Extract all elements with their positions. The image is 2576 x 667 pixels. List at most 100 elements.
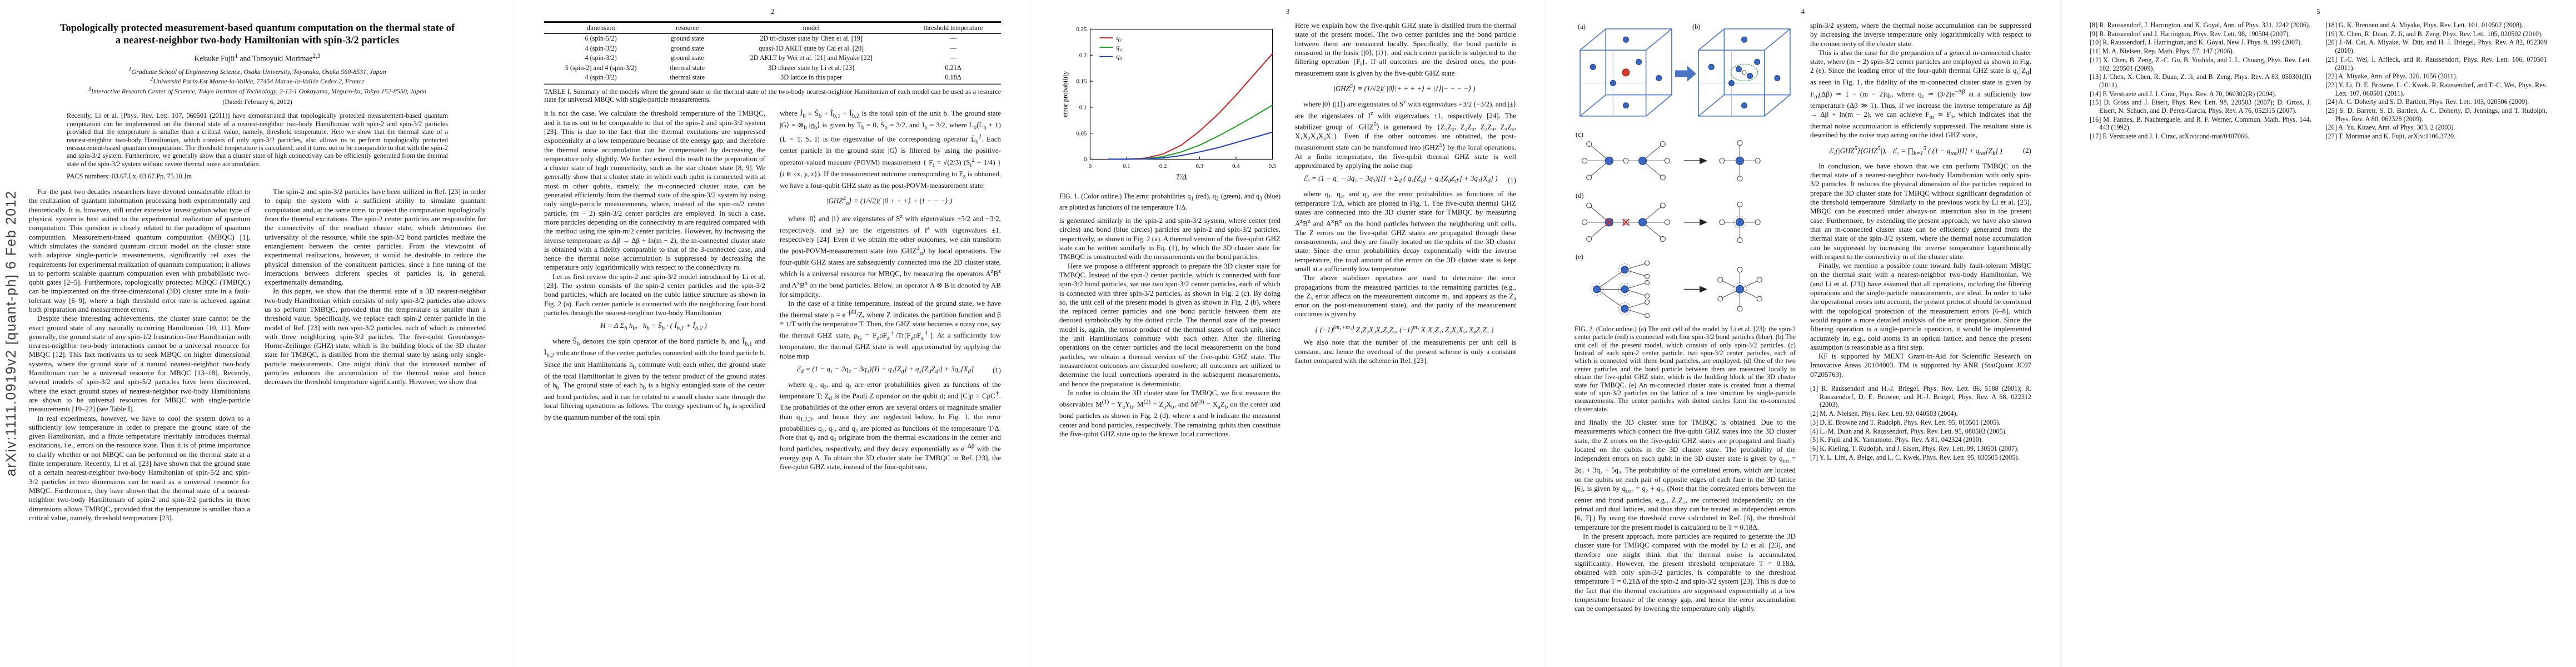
table-row: 4 (spin-3/2) ground state 2D AKLT by Wei e… [585, 54, 957, 62]
paragraph: Despite these interesting achievements, … [29, 314, 250, 414]
page2-column-1: it is not the case. We calculate the thr… [544, 109, 765, 646]
reference-entry: [9] R. Raussendorf and J. Harrington, Ph… [2090, 29, 2290, 38]
paragraph: In real experiments, however, we have to… [29, 414, 250, 522]
paragraph: In this paper, we show that the thermal … [265, 287, 486, 386]
equation: H = Δ Σb hb, hb = S̃b · ( Ĩb,1 + Ĩb,2 … [600, 321, 707, 332]
arrow-icon [1675, 66, 1697, 82]
reference-entry: [2] M. A. Nielsen, Phys. Rev. Lett. 93, … [1810, 410, 1958, 418]
reference-entry: [8] R. Raussendorf, J. Harrington, and K… [2090, 21, 2311, 29]
reference-entry: [25] S. D. Barrett, S. D. Bartlett, A. C… [2325, 107, 2548, 123]
paragraph: In order to obtain the 3D cluster state … [1059, 388, 1280, 438]
legend-label: q₃ [1117, 53, 1122, 61]
paragraph: For the past two decades researchers hav… [29, 187, 250, 313]
reference-entry: [22] A. Miyake, Ann. of Phys. 326, 1656 … [2325, 72, 2458, 81]
abstract: Recently, Li et al. [Phys. Rev. Lett. 10… [67, 112, 448, 168]
paragraph: Let us first review the spin-2 and spin-… [544, 272, 765, 317]
paragraph: We also note that the number of the meas… [1295, 338, 1516, 365]
fig2-row-d [1582, 201, 1761, 243]
column-header: threshold temperature [905, 22, 1001, 34]
page-number: 5 [2316, 8, 2320, 16]
page-3: 3 0 0.1 0.2 0.3 0.4 0.5 0 0.05 0.1 0.15 0.2 0.25 q₁ q… [1030, 0, 1546, 667]
column-header: dimension [544, 22, 658, 34]
dated-line: (Dated: February 6, 2012) [222, 98, 292, 106]
fig2-row-c [1582, 140, 1761, 182]
paragraph: where J̃b ≡ S̃b + Ĩb,1 + Ĩb,2 is the t… [780, 109, 1001, 190]
page1-column-2: The spin-2 and spin-3/2 particles have b… [265, 187, 486, 646]
fig2-caption: FIG. 2. (Color online.) (a) The unit cel… [1575, 325, 1796, 413]
page-number: 3 [1285, 8, 1290, 16]
paragraph: where q₁, q₂, and q₃ are error probabili… [780, 380, 1001, 471]
page-number: 2 [770, 8, 775, 16]
references-start: [1] R. Raussendorf and H.-J. Briegel, Ph… [1810, 385, 2031, 461]
paragraph: where S̃b denotes the spin operator of t… [544, 337, 765, 422]
x-tick-label: 0.2 [1159, 163, 1167, 170]
reference-entry: [20] J.-M. Cai, A. Miyake, W. Dür, and H… [2325, 38, 2548, 55]
plot-frame [1089, 28, 1273, 160]
reference-entry: [26] A. Yu. Kitaev, Ann. of Phys. 303, 2… [2325, 123, 2455, 132]
reference-entry: [11] M. A. Nielsen, Rep. Math. Phys. 57,… [2090, 47, 2234, 56]
fig2-graphic [1580, 28, 1791, 318]
reference-entry: [21] T.-C. Wei, I. Affleck, and R. Rauss… [2325, 55, 2548, 72]
equation: |GHZ5⟩ ≡ (1/√2)( |0⟩|+ + + +⟩ + |1⟩|− − … [1333, 83, 1476, 93]
reference-entry: [7] Y. L. Lim, A. Beige, and L. C. Kwek,… [1810, 453, 2020, 461]
reference-entry: [24] A. C. Doherty and S. D. Bartlett, P… [2325, 98, 2529, 106]
paragraph: The above stabilizer operators are used … [1295, 273, 1516, 318]
affiliation-2: 2Université Paris-Est Marne-la-Vallée, 7… [150, 76, 365, 86]
page4-column-1: (a) (b) (c) (d) (e) FIG. 2. (Color onlin… [1575, 21, 1796, 646]
page5-column-1: [8] R. Raussendorf, J. Harrington, and K… [2090, 21, 2311, 646]
reference-entry: [19] X. Chen, R. Duan, Z. Ji, and B. Zen… [2325, 29, 2543, 38]
x-tick-label: 0.3 [1196, 163, 1204, 170]
table-row: 5 (spin-2) and 4 (spin-3/2) thermal state… [565, 63, 961, 72]
reference-entry: [14] F. Verstraete and J. I. Cirac, Phys… [2090, 89, 2276, 98]
paragraph: KF is supported by MEXT Grant-in-Aid for… [1810, 352, 2031, 379]
fig2-row-e [1590, 260, 1762, 318]
reference-entry: [15] D. Gross and J. Eisert, Phys. Rev. … [2090, 98, 2311, 115]
fig2-label-e: (e) [1576, 253, 1583, 261]
affiliation-3: 3Interactive Research Center of Science,… [88, 86, 427, 95]
paragraph: it is not the case. We calculate the thr… [544, 109, 765, 272]
page-5: 5 [8] R. Raussendorf, J. Harrington, and… [2061, 0, 2576, 667]
page-4: 4 [1546, 0, 2061, 667]
paragraph: In the present approach, more particles … [1575, 531, 1796, 613]
paragraph: where |0⟩ (|1⟩) are eigenstates of Sz wi… [1295, 98, 1516, 170]
paragraph: spin-3/2 system, where the thermal noise… [1810, 21, 2031, 48]
y-tick-label: 0 [1084, 156, 1087, 163]
paragraph: In conclusion, we have shown that we can… [1810, 161, 2031, 261]
equation: { (−1)(m₁+m₂) Z₁Z₂X₃X₄Z₅Z₆, (−1)m₁ X₁X₂Z… [1315, 323, 1494, 334]
fig2-label-c: (c) [1576, 131, 1583, 138]
paragraph: This is also the case for the preparatio… [1810, 48, 2031, 140]
reference-entry: [27] T. Morimae and K. Fujii, arXiv:1106… [2325, 132, 2456, 141]
page-2: 2 dimension resource model threshold temper… [515, 0, 1030, 667]
reference-entry: [12] X. Chen, B. Zeng, Z.-C. Gu, B. Yosh… [2090, 56, 2311, 72]
y-tick-label: 0.2 [1079, 52, 1087, 59]
reference-entry: [6] K. Kieling, T. Rudolph, and J. Eiser… [1810, 444, 2019, 452]
paragraph: where q₁, q₂, and q₃ are the error proba… [1295, 190, 1516, 273]
paragraph: where |0⟩ and |1⟩ are eigenstates of Sz … [780, 213, 1001, 298]
reference-entry: [3] D. E. Browne and T. Rudolph, Phys. R… [1810, 418, 2001, 426]
affiliation-1: 1Graduate School of Engineering Science,… [128, 66, 386, 76]
series-line [1108, 131, 1273, 160]
table-row: 6 (spin-5/2) ground state 2D tri-cluster s… [585, 34, 957, 43]
x-tick-label: 0.4 [1232, 163, 1240, 170]
page1-column-1: For the past two decades researchers hav… [29, 187, 250, 646]
paragraph: Finally, we mention a possible route tow… [1810, 261, 2031, 351]
paragraph: and finally the 3D cluster state for TMB… [1575, 418, 1796, 531]
paragraph: Here we propose a different approach to … [1059, 261, 1280, 388]
table-row: 4 (spin-3/2) ground state quasi-1D AKLT st… [585, 44, 957, 52]
column-header: model [717, 22, 906, 34]
table-header-row: dimension resource model threshold temperat… [544, 22, 1001, 34]
equation: |GHZ4α⟩ ≡ (1/√2)( |0 + + +⟩ + |1 − − −⟩ … [826, 195, 953, 207]
fig2-label-a: (a) [1578, 23, 1586, 31]
table-1: dimension resource model threshold temperat… [544, 21, 1001, 103]
reference-entry: [1] R. Raussendorf and H.-J. Briegel, Ph… [1810, 385, 2031, 409]
unit-cell-cube-a [1580, 28, 1672, 117]
paragraph: The spin-2 and spin-3/2 particles have b… [265, 187, 486, 287]
arxiv-stamp: arXiv:1111.0919v2 [quant-ph] 6 Feb 2012 [3, 190, 19, 477]
authors: Keisuke Fujii1 and Tomoyuki Morimae2,3 [194, 53, 321, 63]
fig2-label-d: (d) [1576, 192, 1584, 200]
x-tick-label: 0.5 [1269, 163, 1277, 170]
models-table: dimension resource model threshold temperat… [544, 21, 1001, 84]
y-tick-label: 0.05 [1076, 130, 1087, 137]
